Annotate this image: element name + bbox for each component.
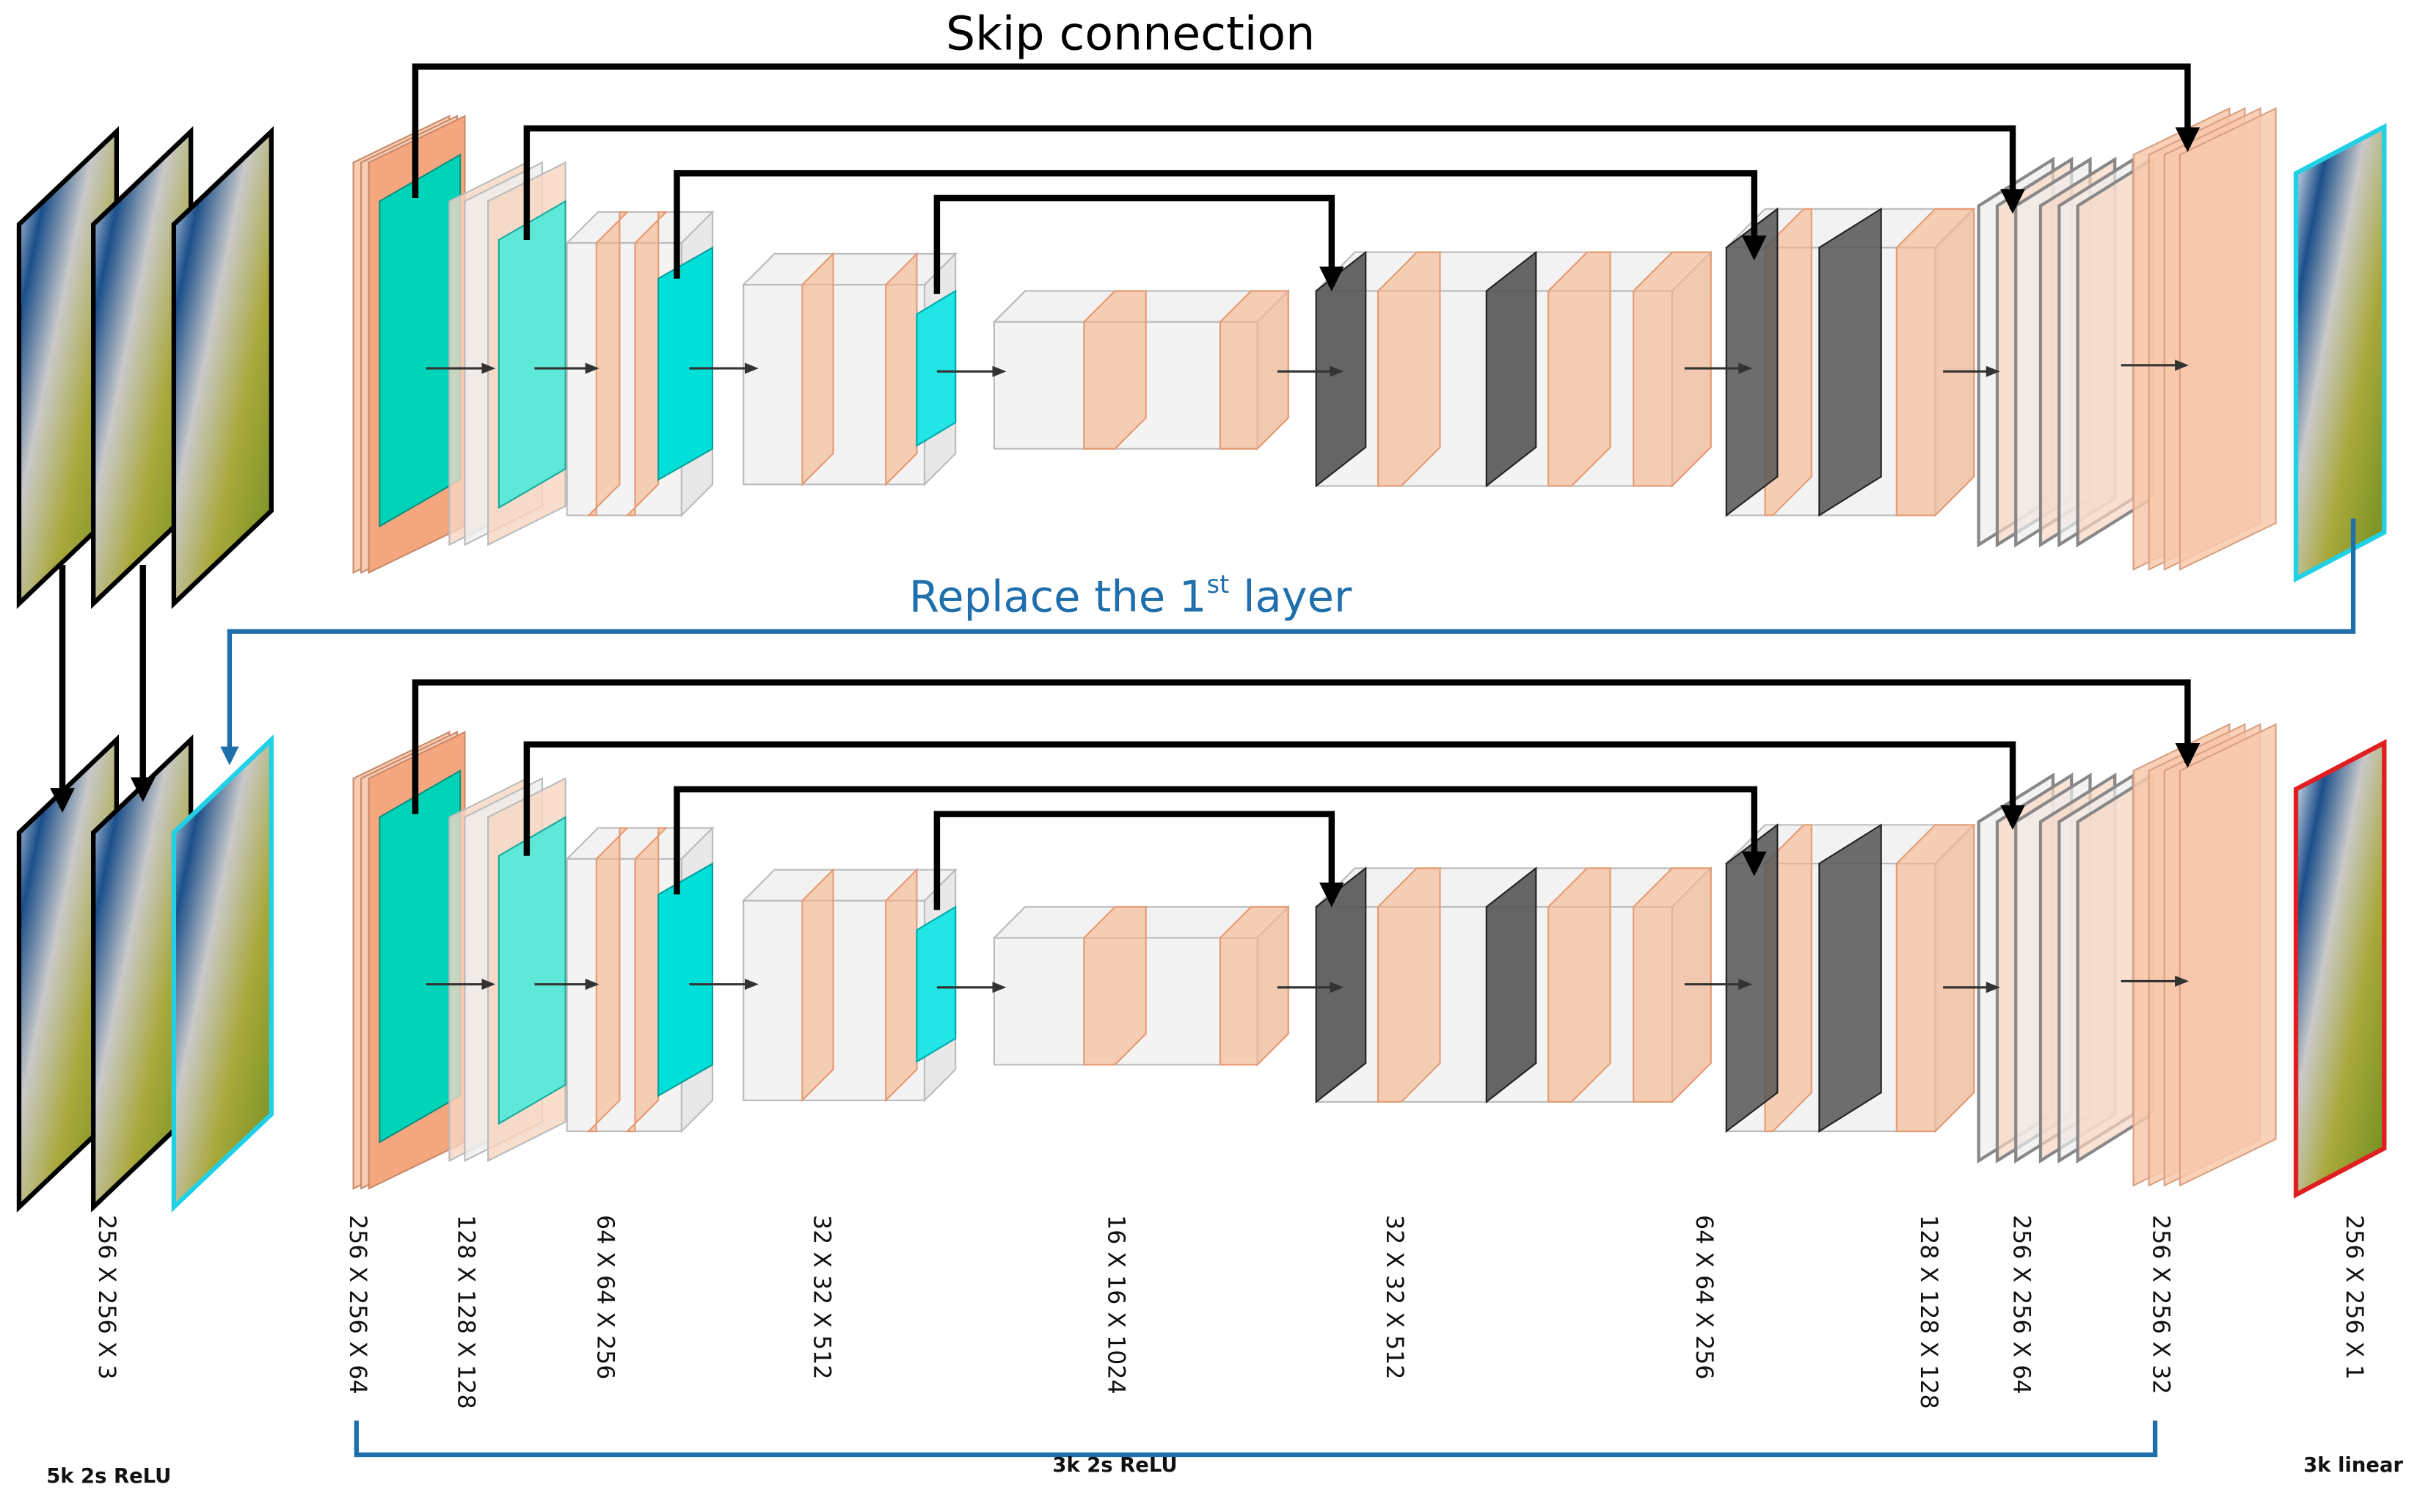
slab xyxy=(1818,823,1882,1133)
slab xyxy=(379,769,462,1144)
feature-slab xyxy=(1895,208,1975,516)
slab xyxy=(2293,123,2387,583)
replace-superscript: st xyxy=(1207,570,1230,599)
dimension-label: 16 X 16 X 1024 xyxy=(1102,1215,1129,1395)
feature-slab xyxy=(1895,824,1975,1133)
feature-slab xyxy=(885,868,918,1103)
skip-arrow xyxy=(933,194,1344,294)
network-layer: 256 X 256 X 3 256 X 256 X 64 128 X 128 X 1… xyxy=(16,63,2403,1488)
slab xyxy=(171,734,274,1213)
feature-slab xyxy=(586,211,630,516)
slab xyxy=(916,289,957,448)
annotation: 3k 2s ReLU xyxy=(1052,1454,1177,1477)
feature-slab xyxy=(1633,251,1712,487)
dimension-label: 256 X 256 X 64 xyxy=(344,1215,371,1395)
skip-arrow xyxy=(523,125,2025,240)
dimension-label: 128 X 128 X 128 xyxy=(452,1215,478,1409)
feature-slab xyxy=(801,868,834,1103)
slab xyxy=(171,125,274,610)
feature-slab xyxy=(1377,251,1441,487)
dimension-label: 128 X 128 X 128 xyxy=(1915,1215,1942,1409)
dimension-label: 256 X 256 X 64 xyxy=(2008,1215,2035,1395)
slab xyxy=(2179,723,2277,1187)
box-top xyxy=(741,869,958,902)
slab xyxy=(657,862,714,1098)
feature-slab xyxy=(1547,251,1611,487)
slab xyxy=(1725,823,1779,1133)
replace-arrow xyxy=(220,518,2356,765)
feature-slab xyxy=(1083,290,1147,450)
feature-slab xyxy=(625,211,668,516)
slab xyxy=(657,246,714,481)
skip-arrow xyxy=(674,786,1767,895)
dimension-label: 32 X 32 X 512 xyxy=(1381,1215,1407,1379)
replace-suffix: layer xyxy=(1229,571,1352,621)
replace-label: Replace the 1st layer xyxy=(909,570,1352,621)
dimension-label: 64 X 64 X 256 xyxy=(1691,1215,1717,1379)
slab xyxy=(1725,207,1779,517)
slab xyxy=(497,815,566,1125)
annotation: 5k 2s ReLU xyxy=(46,1465,171,1488)
feature-slab xyxy=(586,827,630,1133)
slab xyxy=(916,905,957,1063)
title: Skip connection xyxy=(946,7,1315,61)
skip-arrow xyxy=(674,170,1767,279)
feature-slab xyxy=(801,252,834,486)
dimension-label: 256 X 256 X 3 xyxy=(93,1215,120,1379)
slab xyxy=(1315,250,1367,488)
feature-slab xyxy=(1377,867,1441,1103)
slab xyxy=(1818,207,1882,517)
skip-arrow xyxy=(523,741,2025,856)
slab xyxy=(2293,739,2387,1199)
slab xyxy=(379,153,462,528)
bracket xyxy=(354,1420,2158,1458)
dimension-label: 64 X 64 X 256 xyxy=(591,1215,618,1379)
skip-arrow xyxy=(412,679,2201,814)
dimension-label: 32 X 32 X 512 xyxy=(809,1215,835,1379)
annotation: 3k linear xyxy=(2303,1454,2403,1477)
feature-slab xyxy=(1219,290,1289,450)
feature-slab xyxy=(1219,906,1289,1066)
dimension-label: 256 X 256 X 1 xyxy=(2341,1215,2367,1379)
skip-arrow xyxy=(933,811,1344,910)
feature-slab xyxy=(1083,906,1147,1066)
slab xyxy=(1485,250,1537,488)
skip-arrow xyxy=(412,63,2201,199)
slab xyxy=(2179,106,2277,571)
feature-slab xyxy=(885,252,918,486)
replace-text: Replace the 1 xyxy=(909,571,1207,621)
box-top xyxy=(741,252,958,286)
slab xyxy=(1485,866,1537,1104)
feature-slab xyxy=(1547,867,1611,1103)
feature-slab xyxy=(625,827,668,1133)
dimension-label: 256 X 256 X 32 xyxy=(2147,1215,2173,1395)
feature-slab xyxy=(1633,867,1712,1103)
slab xyxy=(497,200,566,509)
slab xyxy=(1315,866,1367,1104)
